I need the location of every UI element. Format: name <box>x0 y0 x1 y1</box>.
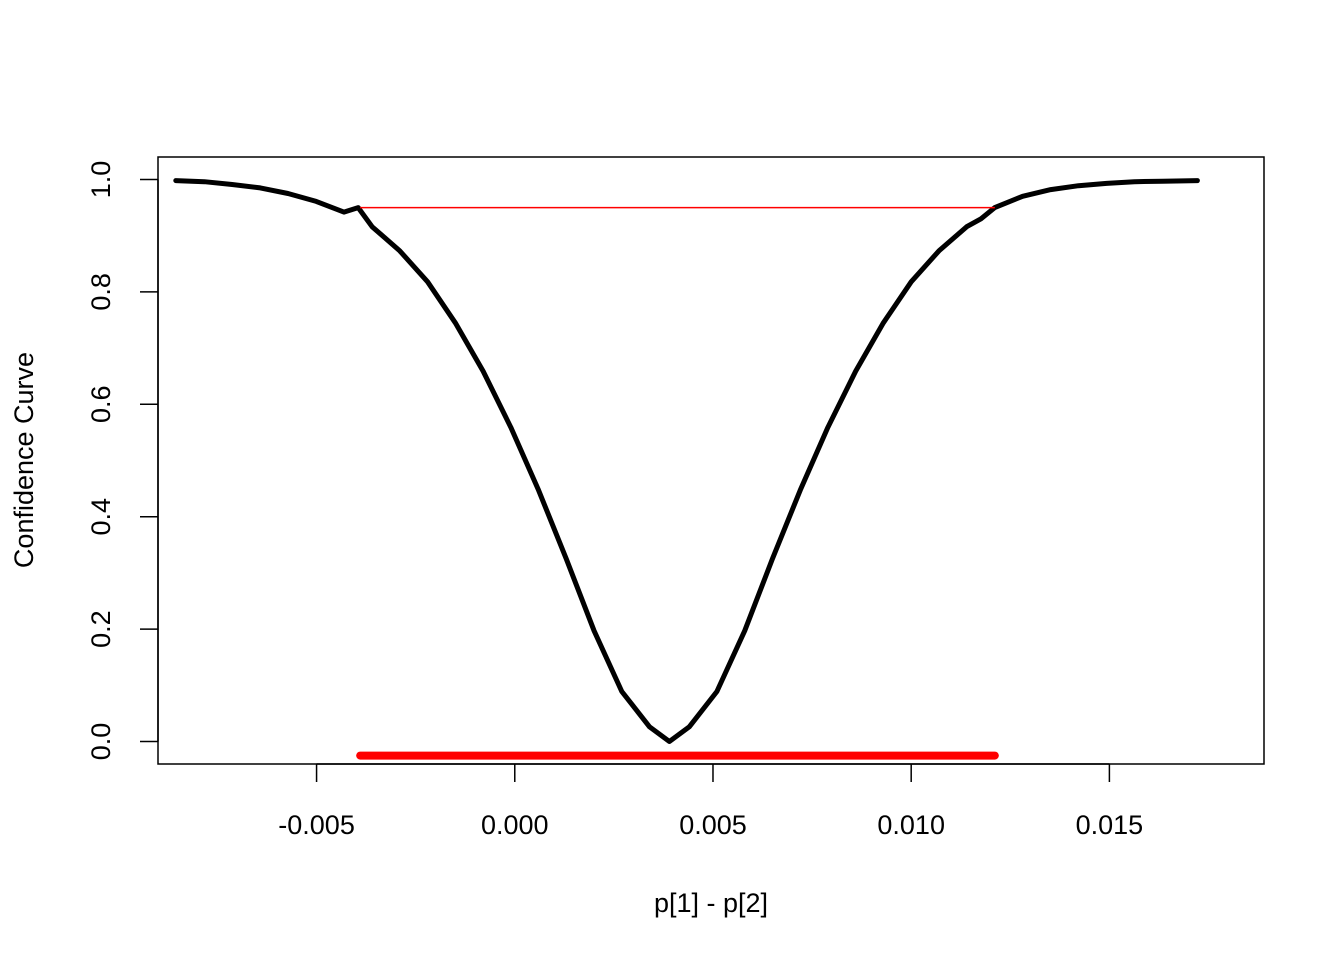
y-tick-label: 0.4 <box>86 498 116 536</box>
x-tick-label: 0.010 <box>877 810 945 840</box>
y-tick-label: 0.0 <box>86 723 116 761</box>
y-axis: 0.0 0.2 0.4 0.6 0.8 1.0 <box>86 161 159 761</box>
y-tick-label: 0.6 <box>86 386 116 424</box>
y-tick-label: 1.0 <box>86 161 116 199</box>
plot-marks <box>173 178 1200 760</box>
y-tick-label: 0.8 <box>86 273 116 311</box>
x-tick-label: 0.005 <box>679 810 747 840</box>
x-axis: -0.005 0.000 0.005 0.010 0.015 <box>278 763 1144 840</box>
x-tick-label: 0.000 <box>481 810 549 840</box>
x-axis-title: p[1] - p[2] <box>654 888 768 918</box>
x-tick-label: -0.005 <box>278 810 355 840</box>
confidence-curve-line <box>173 178 1200 744</box>
y-axis-title: Confidence Curve <box>9 352 39 568</box>
plot-frame <box>157 156 1265 765</box>
x-tick-label: 0.015 <box>1076 810 1144 840</box>
y-tick-label: 0.2 <box>86 610 116 648</box>
